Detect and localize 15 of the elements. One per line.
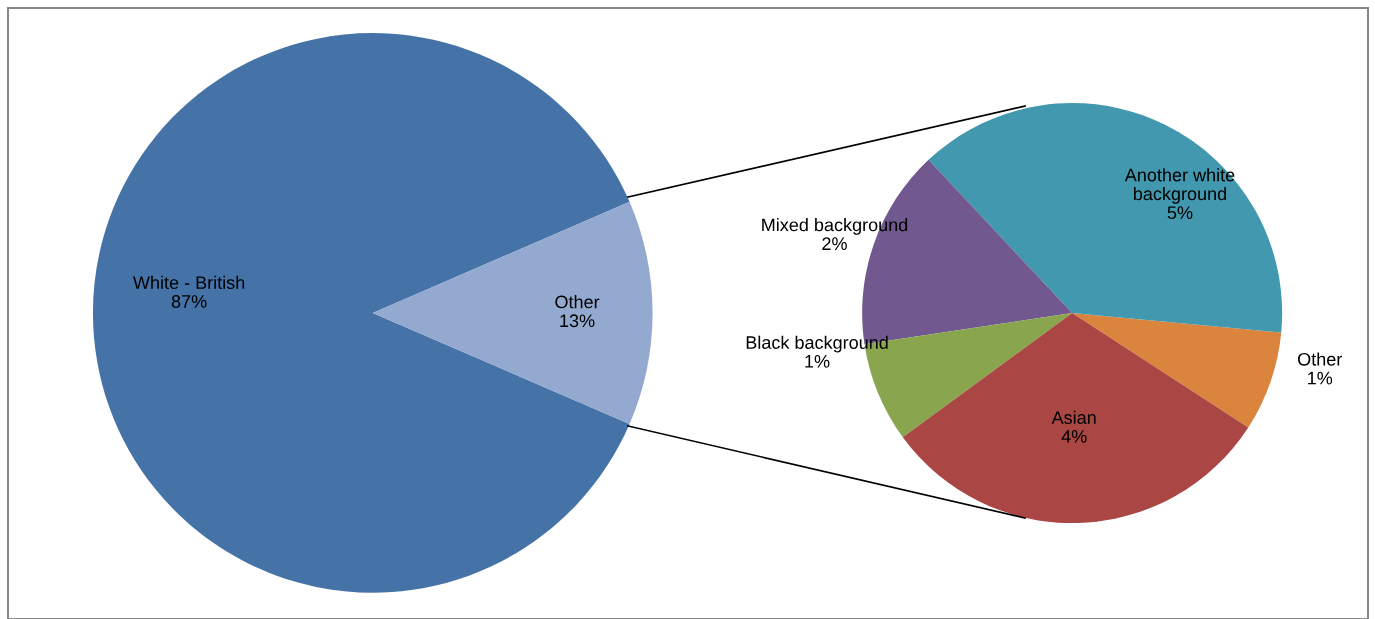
data-label: 1% [805, 355, 830, 368]
slice-label: Asian [1051, 410, 1096, 424]
pie-slice [928, 103, 1283, 333]
pie-slice [902, 313, 1249, 524]
data-label: 4% [1061, 430, 1087, 443]
pie-slice [372, 201, 653, 425]
slice-label: White - British [133, 275, 245, 290]
pie-slice [92, 33, 630, 593]
data-label: 5% [1167, 206, 1193, 220]
data-label: 1% [1308, 371, 1333, 385]
data-label: 2% [822, 237, 847, 251]
slice-label: Other [555, 295, 600, 309]
slice-label: Other [1298, 352, 1343, 366]
data-label: 13% [560, 314, 595, 328]
data-label: 87% [171, 295, 207, 308]
